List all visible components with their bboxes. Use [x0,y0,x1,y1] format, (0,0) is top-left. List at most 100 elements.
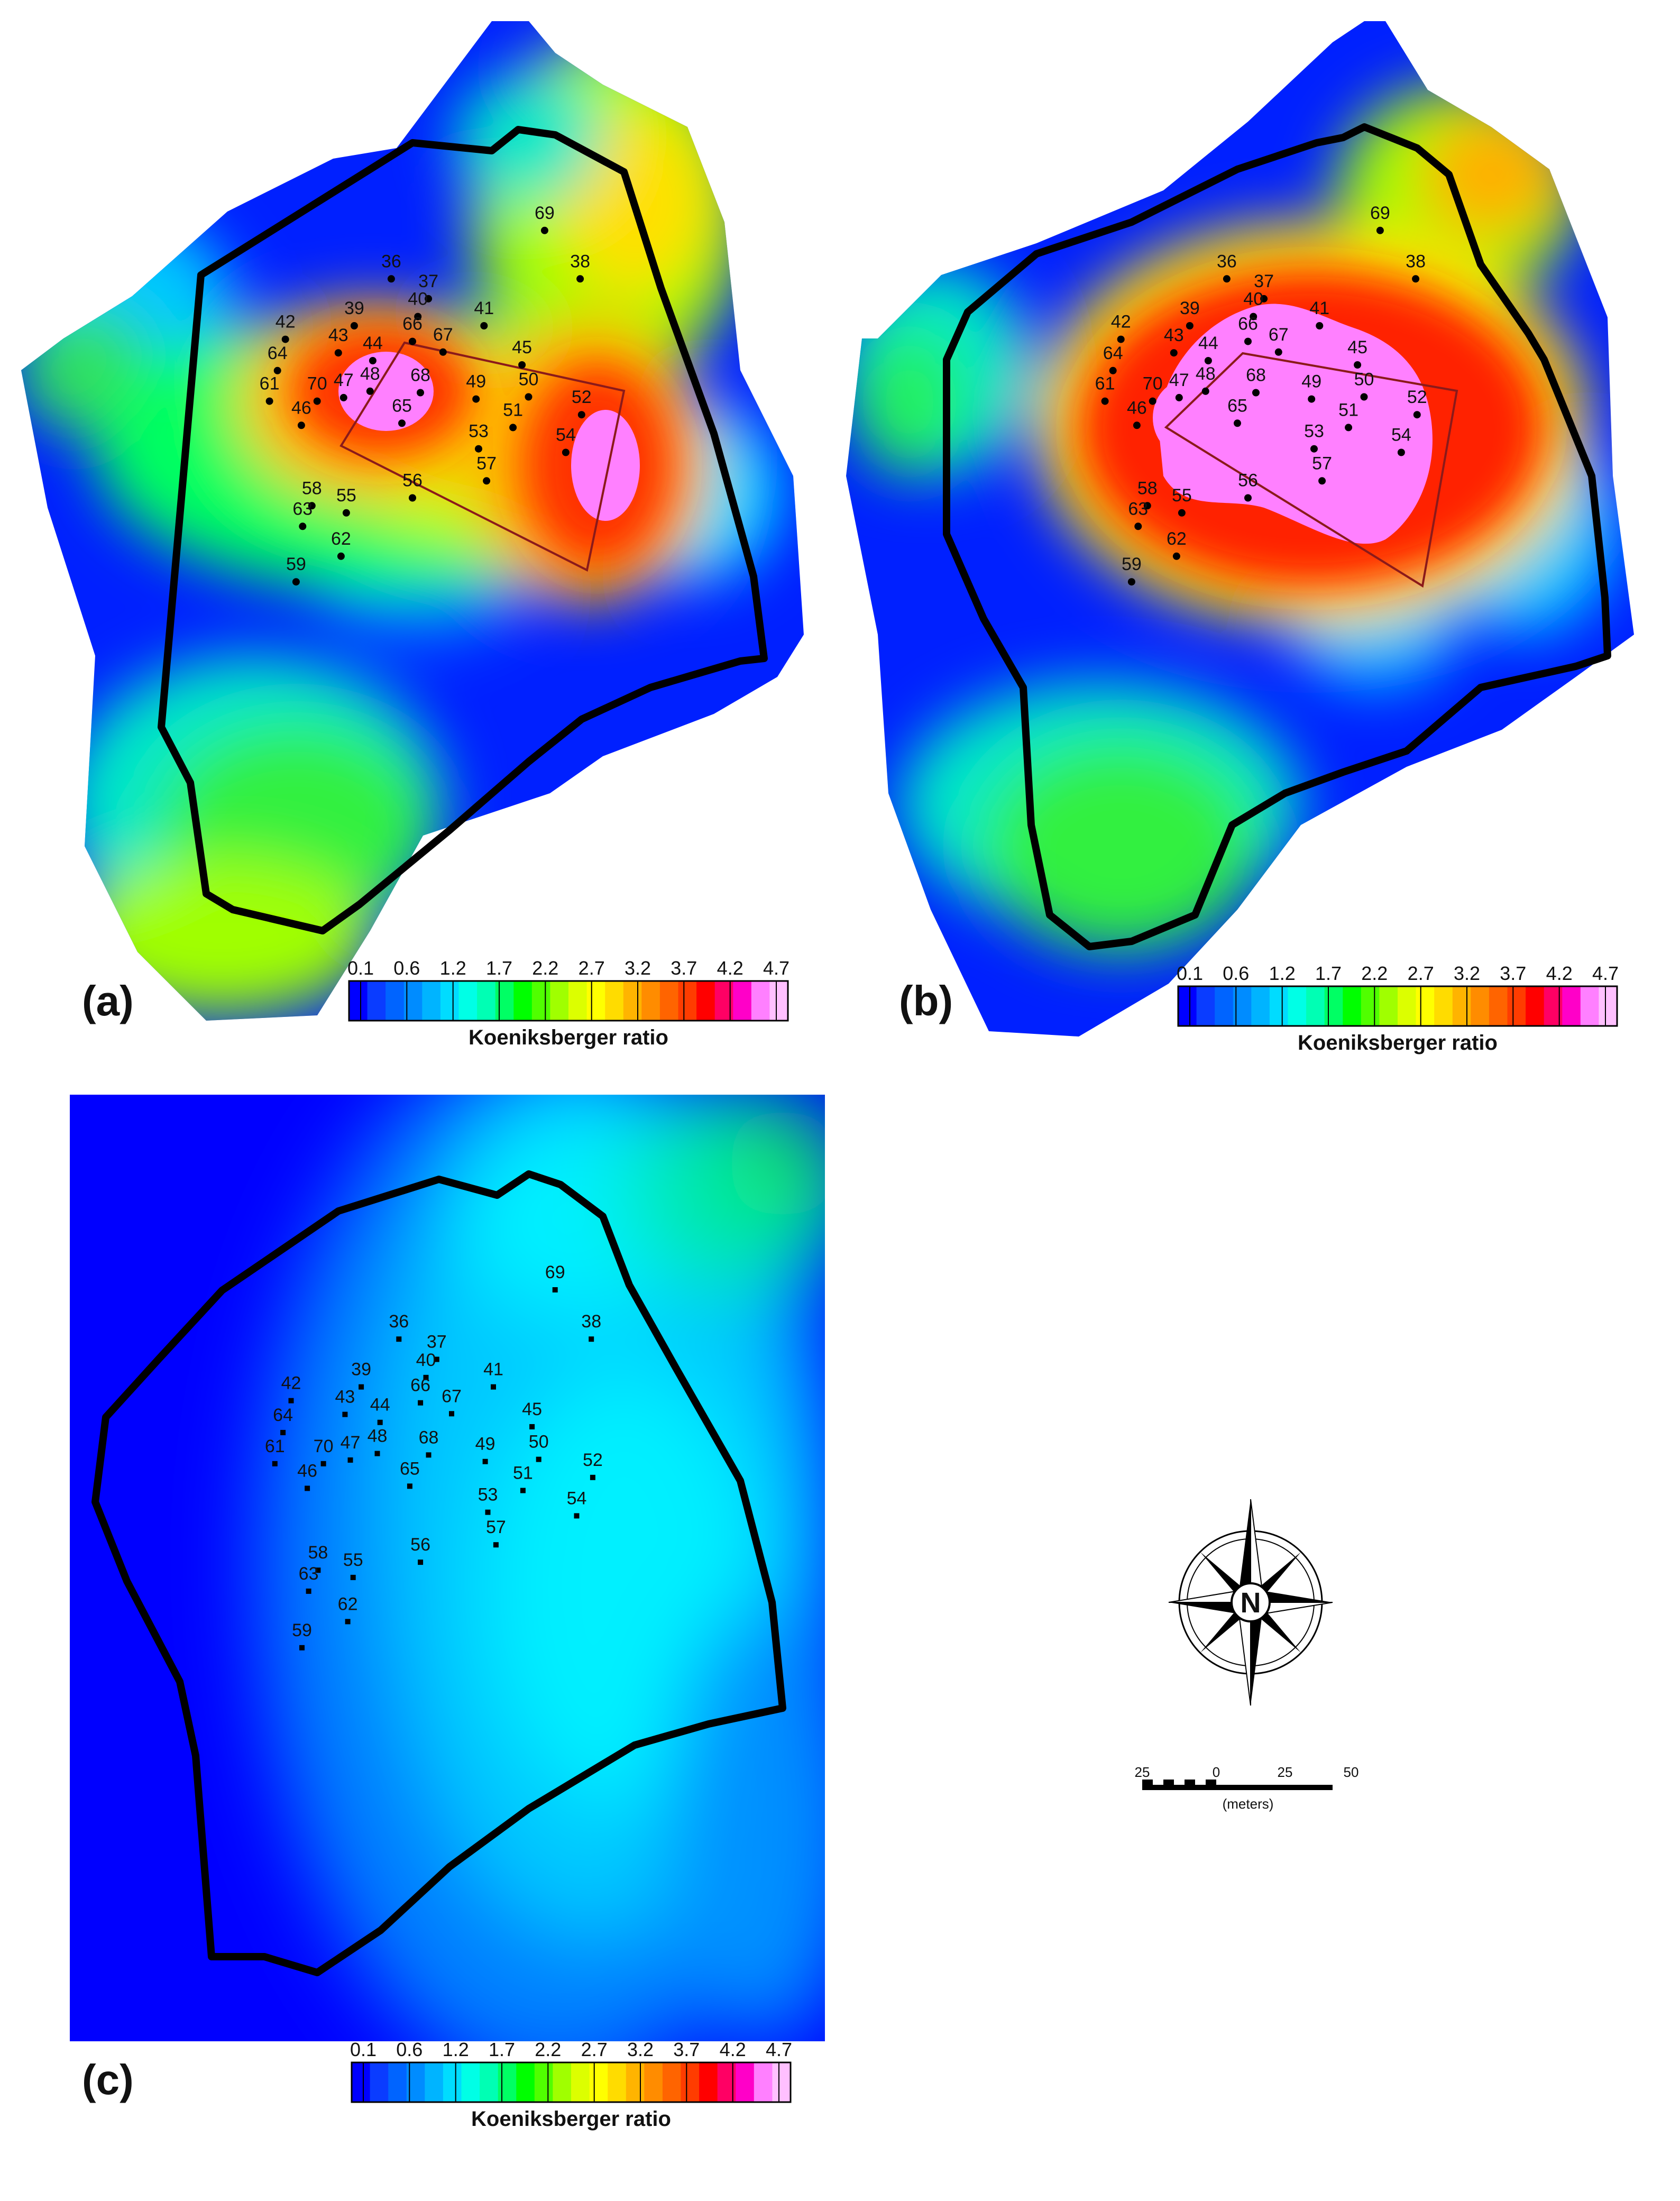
station-label: 43 [335,1387,355,1407]
station-marker [520,1488,526,1493]
station-marker [491,1384,496,1390]
station-marker [1413,411,1421,419]
station-label: 42 [1111,312,1131,332]
station-marker [426,1452,432,1458]
station-marker [1412,275,1420,283]
colorbar-swatch [1361,986,1380,1026]
colorbar-swatch [498,2062,517,2102]
station-label: 51 [513,1463,533,1483]
colorbar-tick-label: 2.2 [532,957,558,979]
colorbar-swatch [1215,986,1234,1026]
colorbar-swatch [678,981,697,1021]
colorbar-swatch [662,2062,681,2102]
station-label: 49 [1301,372,1321,392]
colorbar-swatch [754,2062,773,2102]
station-marker [320,1461,326,1466]
station-marker [280,1429,286,1435]
colorbar-tick-label: 3.2 [625,957,651,979]
station-marker [407,1483,412,1489]
station-marker [334,349,342,357]
colorbar-tick-label: 1.7 [489,2039,515,2060]
station-marker [1252,389,1260,397]
station-label: 62 [331,529,351,549]
colorbar-swatch [1562,986,1581,1026]
panel-b-letter: (b) [899,977,953,1024]
station-marker [347,1457,353,1463]
colorbar-swatch [696,981,715,1021]
station-marker [1244,337,1252,345]
panel-a-boundary-outline [158,126,768,934]
station-label: 67 [1269,325,1289,345]
colorbar-swatch [571,2062,590,2102]
colorbar-tick-label: 3.2 [1454,962,1480,984]
colorbar-swatch [1452,986,1471,1026]
scale-bar: 25 0 25 50 (meters) [1135,1764,1359,1812]
station-label: 56 [410,1535,430,1555]
colorbar-tick-label: 4.2 [1546,962,1573,984]
station-marker [562,448,570,456]
station-label: 48 [368,1426,388,1446]
colorbar-swatch [349,981,368,1021]
colorbar-swatch [1489,986,1508,1026]
station-label: 45 [512,337,532,357]
scale-bar-segment [1174,1785,1185,1790]
station-label: 58 [1137,478,1158,498]
colorbar-swatch [516,2062,535,2102]
colorbar-swatch [1416,986,1435,1026]
colorbar-swatch [513,981,533,1021]
station-marker [1201,387,1209,395]
station-label: 40 [416,1350,436,1370]
station-label: 61 [260,374,280,394]
station-label: 55 [343,1550,363,1570]
station-label: 47 [334,370,354,390]
station-marker [1318,477,1326,485]
colorbar-swatch [641,981,660,1021]
station-marker [577,411,585,419]
station-marker [574,1513,580,1519]
colorbar-swatch [644,2062,663,2102]
scale-tick-label: 50 [1344,1764,1359,1780]
station-label: 38 [570,251,590,271]
station-marker [272,1461,278,1466]
colorbar-frame [1177,985,1618,1027]
station-label: 54 [556,425,576,445]
station-marker [475,445,482,453]
station-label: 57 [476,453,497,473]
scale-bar-checker [1142,1780,1216,1790]
station-label: 55 [336,485,356,506]
station-marker [1175,393,1183,401]
panel-a-inner-polygon [339,341,626,572]
colorbar-tick-label: 4.7 [1592,962,1619,984]
colorbar-tick-label: 3.7 [671,957,697,979]
station-marker [337,552,345,560]
colorbar-swatch [352,2062,371,2102]
panel-b-stations: 69 36 37 38 39 40 41 42 43 66 67 44 45 64 68 48 47 50 49 61… [1095,203,1427,586]
colorbar-tick-label: 0.6 [1223,962,1249,984]
station-label: 39 [344,298,364,318]
station-label: 52 [583,1450,603,1470]
station-marker [1170,349,1178,357]
colorbar-swatch [1434,986,1453,1026]
station-label: 55 [1172,485,1192,506]
colorbar-swatch [480,2062,499,2102]
station-label: 61 [1095,374,1115,394]
station-label: 54 [567,1488,587,1508]
station-marker [529,1424,535,1429]
station-label: 41 [1309,298,1329,318]
station-label: 50 [519,370,539,390]
colorbar-title: Koeniksberger ratio [471,2107,671,2131]
station-label: 49 [475,1434,495,1454]
station-label: 42 [276,312,296,332]
station-label: 66 [410,1375,430,1396]
colorbar-swatch [1379,986,1398,1026]
colorbar-swatch [550,981,569,1021]
station-label: 43 [1164,325,1184,345]
station-label: 52 [1407,387,1427,407]
station-label: 37 [418,271,438,291]
station-label: 68 [1246,365,1266,386]
station-marker [409,494,416,502]
station-marker [1134,522,1142,530]
colorbar-tick-label: 4.7 [763,957,789,979]
